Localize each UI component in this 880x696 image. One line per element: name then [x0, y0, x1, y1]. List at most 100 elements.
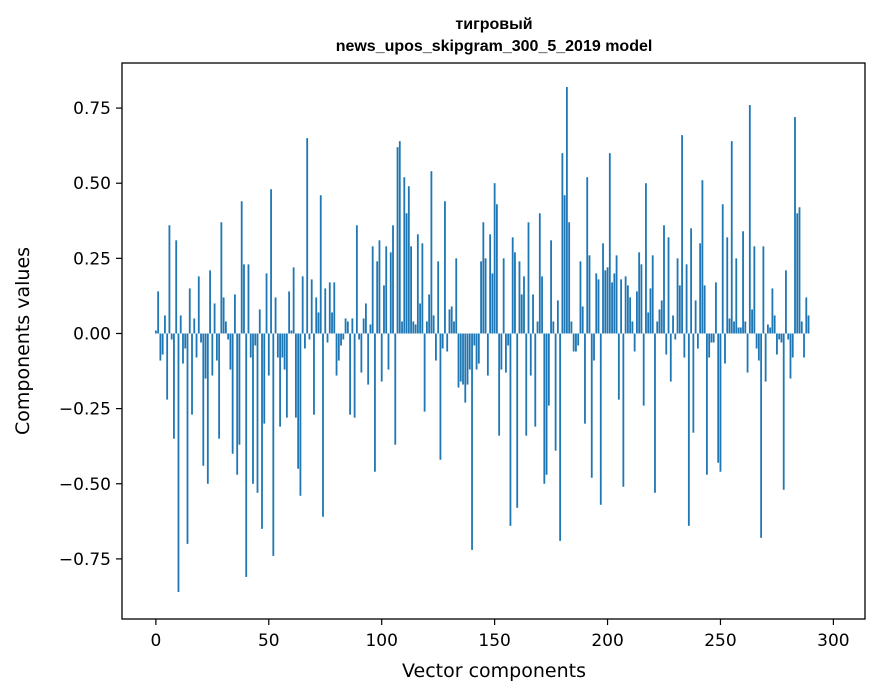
bar	[263, 333, 266, 424]
bar	[392, 225, 394, 334]
bar	[532, 294, 534, 334]
bar	[525, 333, 528, 436]
bar	[636, 291, 638, 334]
bar	[439, 333, 442, 460]
bar	[658, 309, 661, 334]
bar	[620, 279, 622, 334]
y-tick-label: 0.75	[73, 99, 111, 119]
bar	[252, 333, 254, 484]
bar	[197, 276, 200, 334]
plot-frame	[121, 62, 866, 620]
bar	[410, 246, 412, 334]
bar	[590, 333, 593, 478]
bar	[331, 312, 333, 334]
bar	[728, 318, 731, 334]
bar	[337, 333, 340, 361]
bar	[256, 333, 259, 493]
bar	[159, 333, 162, 361]
bar	[613, 273, 616, 334]
bar	[353, 333, 356, 418]
chart-title: тигровый	[455, 16, 532, 33]
bar	[385, 246, 388, 334]
bar	[780, 333, 783, 343]
bar	[755, 333, 758, 349]
bar	[721, 204, 724, 334]
bar	[523, 276, 525, 334]
bar	[766, 324, 769, 334]
bar	[771, 288, 774, 334]
bar	[371, 246, 374, 334]
bar	[209, 270, 211, 334]
bar	[647, 312, 650, 334]
bar	[414, 324, 417, 334]
bar	[333, 282, 336, 334]
bar	[500, 333, 503, 370]
bar	[660, 300, 663, 334]
bar	[437, 261, 440, 334]
bar	[240, 201, 243, 334]
bar	[200, 333, 202, 343]
bar	[398, 141, 401, 334]
bar	[694, 300, 697, 334]
bar	[642, 333, 645, 406]
bar	[322, 333, 324, 517]
bar	[629, 297, 632, 334]
bar	[267, 333, 270, 376]
bar	[202, 333, 205, 466]
bar	[674, 333, 677, 340]
bar	[236, 333, 239, 475]
y-axis: 0.75 0.50 0.25 0.00 −0.25 −0.50 −0.75	[59, 99, 122, 570]
bar	[572, 333, 575, 352]
bar	[511, 237, 514, 334]
bar	[211, 333, 214, 376]
bar	[719, 333, 722, 472]
chart-subtitle: news_upos_skipgram_300_5_2019 model	[336, 38, 653, 55]
bar	[425, 321, 428, 334]
bar	[195, 333, 198, 358]
bar	[717, 333, 720, 463]
bar	[468, 333, 471, 370]
bar	[444, 201, 446, 334]
bar	[265, 273, 268, 334]
bar	[692, 333, 695, 433]
bar	[193, 318, 196, 334]
bar	[351, 318, 354, 334]
bars-group	[154, 87, 810, 592]
bar	[218, 333, 221, 439]
bar	[805, 297, 808, 334]
bar	[441, 333, 444, 349]
bar	[281, 333, 284, 358]
x-axis: 0 50 100 150 200 250 300	[150, 619, 850, 651]
bar	[164, 315, 166, 334]
bar	[175, 240, 178, 334]
bar	[177, 333, 180, 592]
bar	[328, 282, 331, 334]
bar	[349, 333, 351, 415]
bar	[394, 333, 397, 445]
bar	[757, 333, 760, 361]
bar	[168, 225, 171, 334]
bar	[247, 264, 250, 334]
bar	[685, 264, 688, 334]
bar	[543, 333, 546, 484]
x-tick-label: 250	[704, 631, 736, 651]
bar	[480, 261, 482, 334]
bar	[254, 333, 257, 346]
bar	[234, 294, 236, 334]
bar	[301, 276, 304, 334]
bar	[785, 270, 787, 334]
y-tick-label: 0.00	[73, 324, 111, 344]
bar	[173, 333, 175, 439]
bar	[453, 321, 455, 334]
bar	[748, 105, 751, 334]
y-tick-label: −0.50	[59, 475, 111, 495]
bar	[459, 333, 462, 382]
bar	[466, 333, 469, 385]
bar	[715, 282, 717, 334]
bar	[622, 333, 625, 487]
bar	[577, 333, 580, 346]
bar	[575, 333, 577, 352]
bar	[631, 321, 634, 334]
bar	[554, 333, 557, 451]
